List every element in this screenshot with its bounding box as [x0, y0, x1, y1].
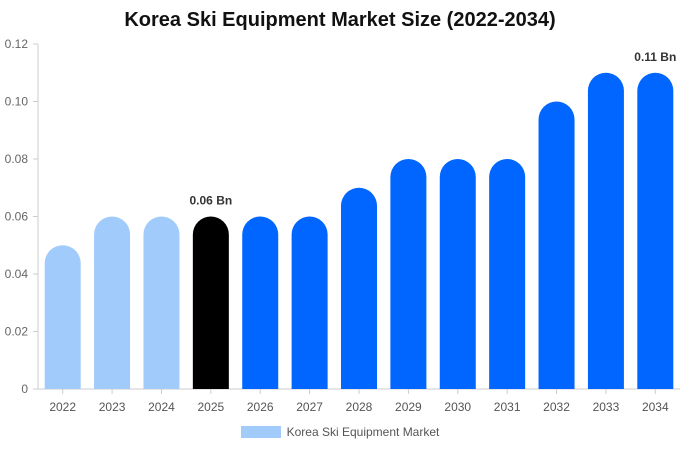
x-axis: 2022 2023 2024 2025 2026 2027 2028 2029 2030 2031…	[38, 388, 680, 414]
x-tick-label: 2030	[444, 400, 471, 414]
bar-2026[interactable]	[242, 216, 279, 390]
data-labels: 0.06 Bn 0.11 Bn	[190, 50, 677, 208]
x-tick-label: 2028	[346, 400, 373, 414]
y-tick-label: 0.08	[5, 152, 29, 166]
bar-2034[interactable]	[637, 72, 674, 389]
x-tick-label: 2024	[148, 400, 175, 414]
x-tick-label: 2027	[296, 400, 323, 414]
y-tick-label: 0.06	[5, 210, 29, 224]
bar-2022[interactable]	[44, 245, 81, 389]
y-tick-label: 0.10	[5, 95, 29, 109]
bar-2028[interactable]	[341, 187, 377, 389]
legend-label: Korea Ski Equipment Market	[286, 425, 440, 439]
bar-2029[interactable]	[390, 159, 427, 389]
bars	[44, 72, 674, 390]
chart-title: Korea Ski Equipment Market Size (2022-20…	[124, 9, 556, 31]
x-tick-label: 2022	[49, 400, 76, 414]
x-tick-label: 2033	[593, 400, 620, 414]
x-tick-label: 2023	[99, 400, 126, 414]
y-axis: 0 0.02 0.04 0.06 0.08 0.10 0.12	[5, 37, 39, 396]
x-tick-label: 2032	[543, 400, 570, 414]
bar-2031[interactable]	[489, 158, 526, 389]
x-tick-label: 2034	[642, 400, 669, 414]
x-tick-label: 2025	[197, 400, 224, 414]
y-tick-label: 0.02	[5, 325, 29, 339]
x-tick-label: 2029	[395, 400, 422, 414]
bar-2023[interactable]	[94, 216, 131, 390]
bar-2030[interactable]	[439, 159, 476, 389]
data-label-2034: 0.11 Bn	[634, 50, 676, 64]
bar-2024[interactable]	[143, 216, 180, 390]
bar-2033[interactable]	[587, 72, 624, 389]
bar-2032[interactable]	[538, 101, 575, 390]
y-tick-label: 0.12	[5, 37, 29, 51]
y-tick-label: 0	[21, 382, 28, 396]
legend[interactable]: Korea Ski Equipment Market	[0, 425, 680, 439]
data-label-2025: 0.06 Bn	[190, 194, 233, 208]
x-tick-label: 2026	[247, 400, 274, 414]
x-tick-label: 2031	[494, 400, 521, 414]
bar-2025[interactable]	[192, 216, 229, 390]
bar-2027[interactable]	[291, 216, 328, 390]
legend-swatch	[240, 426, 281, 438]
y-tick-label: 0.04	[5, 267, 29, 281]
